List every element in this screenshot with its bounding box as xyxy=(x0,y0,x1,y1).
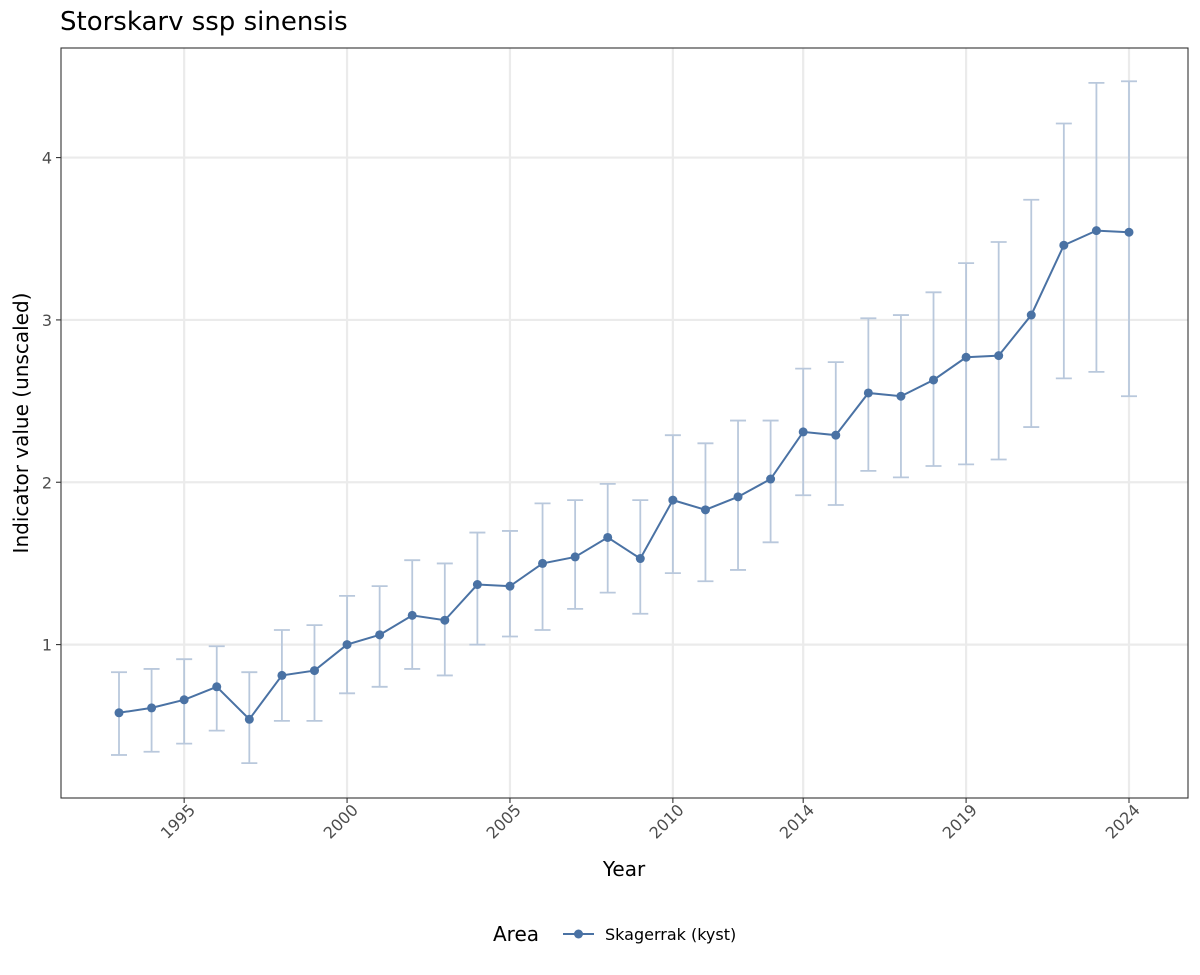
data-point xyxy=(766,474,776,484)
y-tick-label: 3 xyxy=(42,311,52,330)
data-point xyxy=(831,430,841,440)
data-point xyxy=(407,610,417,620)
data-point xyxy=(896,391,906,401)
error-bar xyxy=(990,241,1007,461)
error-bars xyxy=(111,80,1137,764)
data-point xyxy=(1026,310,1036,320)
data-point xyxy=(309,666,319,676)
data-point xyxy=(603,532,613,542)
data-point xyxy=(114,708,124,718)
chart-title: Storskarv ssp sinensis xyxy=(60,7,348,37)
y-tick-label: 2 xyxy=(42,473,52,492)
y-tick-label: 4 xyxy=(42,149,52,168)
legend: Area Skagerrak (kyst) xyxy=(493,922,736,946)
x-tick-label: 2019 xyxy=(939,800,981,842)
x-tick-label: 2005 xyxy=(483,800,525,842)
y-tick-label: 1 xyxy=(42,636,52,655)
data-point xyxy=(1059,240,1069,250)
x-axis-title: Year xyxy=(602,857,646,881)
data-point xyxy=(700,505,710,515)
data-point xyxy=(668,495,678,505)
x-tick-label: 1995 xyxy=(157,800,199,842)
panel-border xyxy=(60,47,1189,799)
data-point xyxy=(635,554,645,564)
legend-title: Area xyxy=(493,922,539,946)
data-point xyxy=(863,388,873,398)
data-point xyxy=(440,615,450,625)
x-tick-label: 2024 xyxy=(1102,800,1144,842)
data-point xyxy=(1091,226,1101,236)
error-bar xyxy=(1055,122,1072,380)
data-point xyxy=(929,375,939,385)
x-axis-ticks: 1995 2000 2005 2010 2014 2019 2024 xyxy=(157,798,1144,843)
grid xyxy=(61,48,1188,798)
data-point xyxy=(277,670,287,680)
series-line xyxy=(118,229,1130,721)
x-tick-label: 2014 xyxy=(776,800,818,842)
data-point xyxy=(798,427,808,437)
data-point xyxy=(244,714,254,724)
data-point xyxy=(994,351,1004,361)
x-tick-label: 2000 xyxy=(320,800,362,842)
data-point xyxy=(961,352,971,362)
data-point xyxy=(505,581,515,591)
data-point xyxy=(1124,227,1134,237)
data-point xyxy=(212,682,222,692)
data-point xyxy=(538,558,548,568)
data-point xyxy=(375,630,385,640)
y-axis-title: Indicator value (unscaled) xyxy=(9,293,33,554)
y-axis-ticks: 1 2 3 4 xyxy=(42,149,61,655)
data-point xyxy=(179,695,189,705)
error-bar xyxy=(1121,80,1137,398)
data-points xyxy=(114,226,1134,724)
data-point xyxy=(570,552,580,562)
data-point xyxy=(733,492,743,502)
legend-point-key xyxy=(574,929,583,939)
legend-label: Skagerrak (kyst) xyxy=(605,925,736,944)
error-bar xyxy=(958,262,975,466)
data-point xyxy=(147,703,157,713)
data-point xyxy=(342,640,352,650)
x-tick-label: 2010 xyxy=(645,800,687,842)
data-point xyxy=(472,580,482,590)
